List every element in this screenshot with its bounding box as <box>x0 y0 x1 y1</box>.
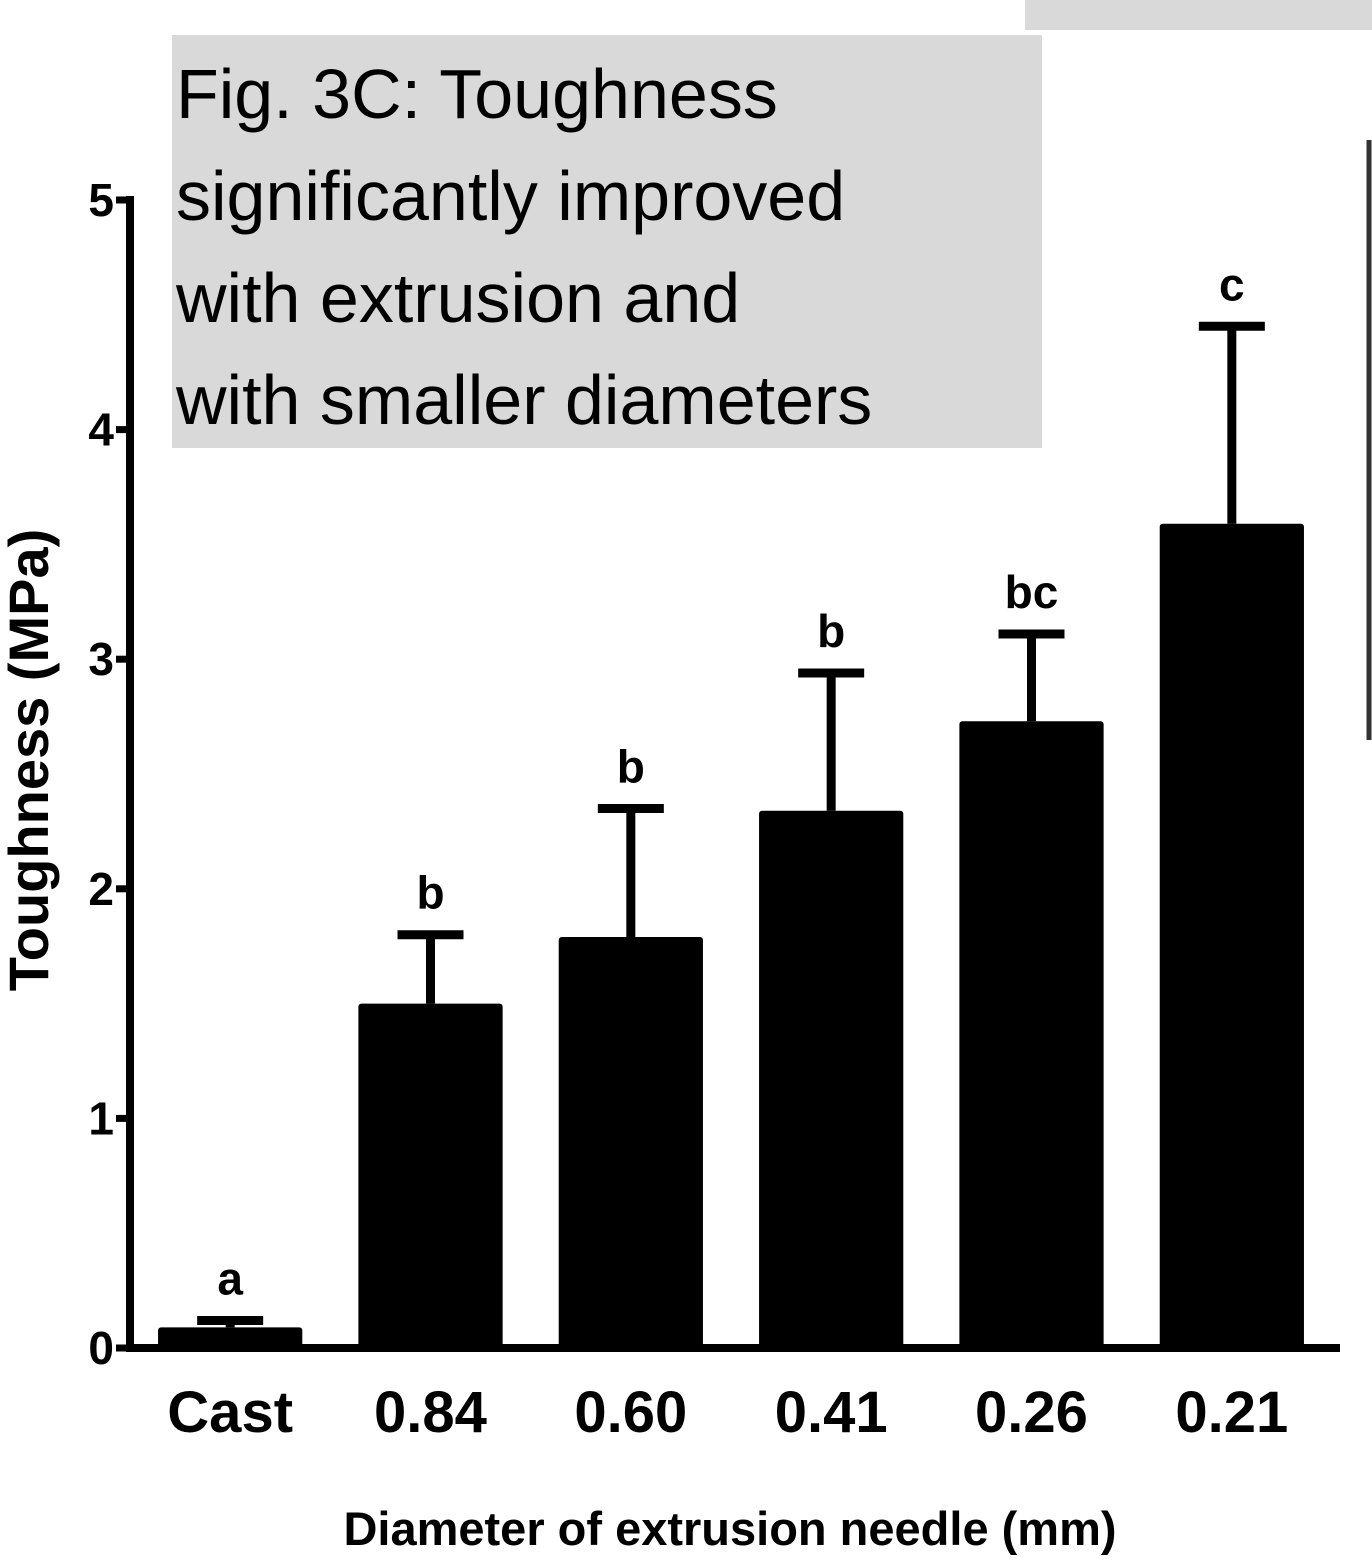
bar <box>358 1003 503 1348</box>
bar <box>1159 523 1304 1348</box>
bar <box>158 1327 303 1348</box>
x-tick-label: 0.26 <box>975 1380 1088 1445</box>
significance-letter: bc <box>1005 566 1059 618</box>
title-line: with smaller diameters <box>175 361 872 439</box>
significance-letter: b <box>817 605 845 657</box>
title-line: with extrusion and <box>175 259 740 337</box>
x-tick-label: 0.41 <box>775 1380 888 1445</box>
y-tick-label: 2 <box>88 863 114 915</box>
bar <box>959 721 1104 1348</box>
error-bar <box>397 930 464 1004</box>
error-bar <box>597 803 664 938</box>
x-tick-label: Cast <box>167 1380 293 1445</box>
x-tick-label: 0.84 <box>374 1380 487 1445</box>
y-tick-label: 1 <box>88 1092 114 1144</box>
error-bar <box>197 1315 264 1328</box>
error-bar <box>798 668 865 811</box>
y-axis-label: Toughness (MPa) <box>0 529 60 992</box>
bar <box>558 937 703 1348</box>
bar <box>759 810 904 1348</box>
cropped-box <box>1025 0 1372 30</box>
x-tick-label: 0.60 <box>574 1380 687 1445</box>
y-tick-label: 5 <box>88 174 114 226</box>
x-tick-label: 0.21 <box>1175 1380 1288 1445</box>
error-bar <box>1198 321 1265 524</box>
title-line: Fig. 3C: Toughness <box>176 55 778 133</box>
y-tick-label: 0 <box>88 1322 114 1374</box>
significance-letter: c <box>1219 258 1245 310</box>
title-box <box>172 35 1042 448</box>
error-bar <box>998 629 1065 722</box>
significance-letter: b <box>617 740 645 792</box>
y-tick-label: 4 <box>88 404 114 456</box>
significance-letter: b <box>416 867 444 919</box>
y-tick-label: 3 <box>88 633 114 685</box>
x-axis-label: Diameter of extrusion needle (mm) <box>343 1502 1116 1555</box>
significance-letter: a <box>217 1252 243 1304</box>
title-line: significantly improved <box>176 157 845 235</box>
